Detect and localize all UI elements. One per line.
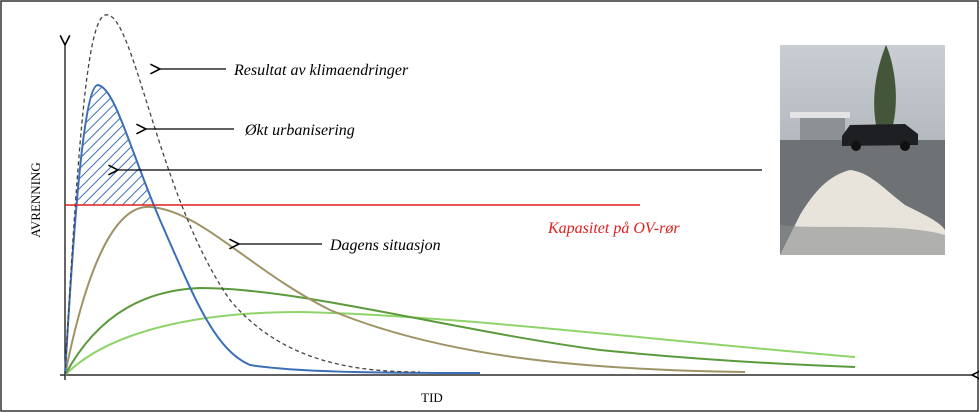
x-axis-label: TID bbox=[421, 390, 443, 405]
photo bbox=[780, 45, 945, 255]
y-axis-label: AVRENNING bbox=[28, 162, 43, 238]
page: {"labels": {"climate": "Resultat av klim… bbox=[0, 0, 979, 412]
label-urban: Økt urbanisering bbox=[244, 122, 355, 139]
label-climate: Resultat av klimaendringer bbox=[233, 62, 409, 79]
label-capacity: Kapasitet på OV-rør bbox=[547, 220, 680, 237]
label-today: Dagens situasjon bbox=[329, 237, 441, 254]
diagram: AVRENNING TID Resultat av klimaendringer… bbox=[0, 0, 979, 412]
